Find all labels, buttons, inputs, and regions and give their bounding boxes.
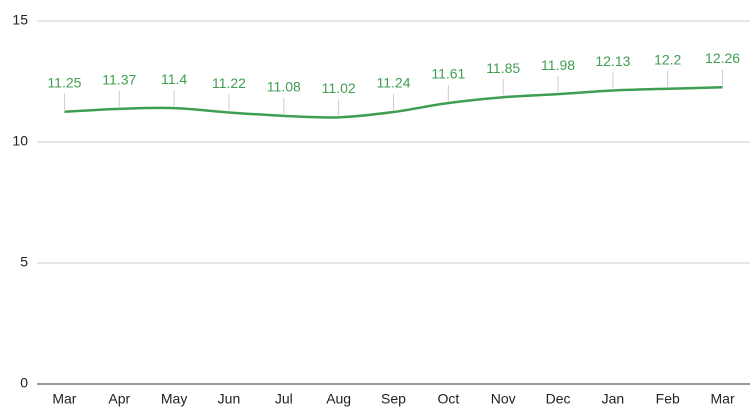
x-tick-label: Jul (275, 391, 293, 407)
data-label: 11.24 (377, 75, 411, 91)
data-label: 12.13 (595, 53, 630, 69)
x-tick-label: Mar (711, 391, 735, 407)
y-tick-label: 5 (20, 254, 28, 270)
data-label: 11.25 (47, 74, 81, 90)
data-label: 11.02 (322, 80, 356, 96)
x-tick-label: Feb (656, 391, 680, 407)
y-tick-label: 10 (12, 133, 28, 149)
x-tick-label: Aug (326, 391, 351, 407)
y-tick-label: 0 (20, 375, 28, 391)
x-tick-label: May (161, 391, 187, 407)
data-label: 11.08 (267, 79, 301, 95)
x-tick-label: Jun (218, 391, 241, 407)
data-label: 11.85 (486, 60, 520, 76)
x-tick-label: Mar (52, 391, 76, 407)
x-tick-label: Oct (437, 391, 459, 407)
data-label: 11.37 (102, 72, 136, 88)
x-tick-label: Apr (108, 391, 130, 407)
y-tick-label: 15 (12, 12, 28, 28)
x-tick-label: Dec (546, 391, 571, 407)
data-label: 11.22 (212, 75, 246, 91)
x-tick-label: Nov (491, 391, 516, 407)
x-tick-label: Sep (381, 391, 406, 407)
data-label: 11.61 (431, 66, 465, 82)
data-label: 11.4 (161, 71, 187, 87)
data-label: 11.98 (541, 57, 575, 73)
line (64, 86, 723, 119)
data-label: 12.2 (654, 51, 681, 67)
data-label: 12.26 (705, 50, 740, 66)
x-tick-label: Jan (602, 391, 625, 407)
